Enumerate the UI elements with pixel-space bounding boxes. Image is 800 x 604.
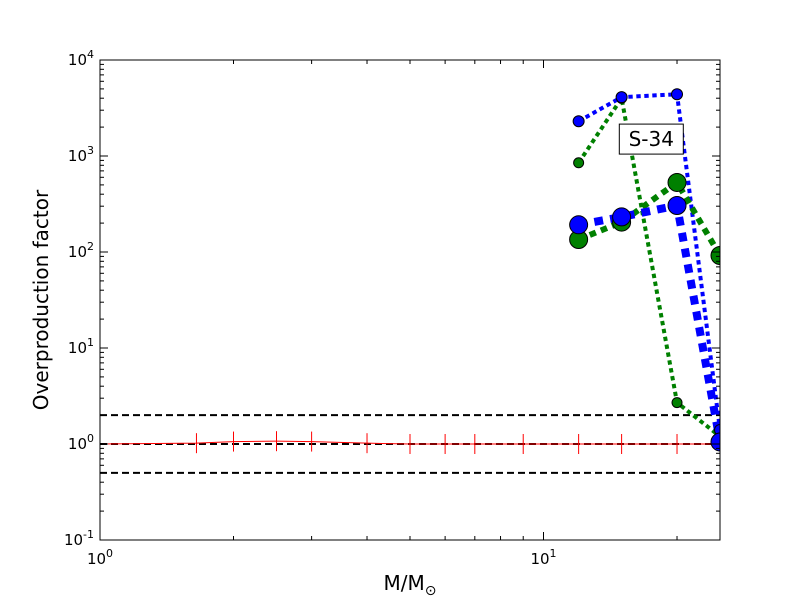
series-line-4 [577, 200, 720, 443]
y-tick-label-exponent: 3 [87, 144, 94, 157]
series-4-point-1 [612, 207, 632, 227]
series-line-2 [577, 92, 720, 431]
y-tick-label-2: 101 [68, 336, 94, 357]
y-tick-label-base: 10 [68, 243, 87, 261]
y-tick-label-base: 10 [68, 339, 87, 357]
series-2-point-0 [572, 115, 585, 128]
series-line-1 [576, 92, 720, 438]
series-4-point-0 [569, 215, 589, 235]
plot-background [100, 60, 720, 540]
x-axis-label-main: M/M [384, 571, 425, 595]
x-axis-label: M/M⊙ [384, 571, 437, 599]
y-tick-label-base: 10 [64, 531, 83, 549]
marker-layer [100, 88, 720, 454]
series-4-point-3 [710, 432, 720, 452]
series-3-point-3 [710, 245, 720, 265]
y-axis-label: Overproduction factor [29, 189, 53, 410]
y-tick-label-exponent: 2 [87, 240, 94, 253]
series-line-3 [577, 178, 720, 258]
series-2-point-1 [615, 91, 628, 104]
x-tick-label-base: 10 [87, 550, 106, 568]
y-tick-label-exponent: -1 [83, 528, 94, 541]
series-layer [100, 92, 720, 445]
y-tick-label-base: 10 [68, 147, 87, 165]
annotation-frame [618, 123, 684, 155]
y-tick-label-0: 10-1 [64, 528, 94, 549]
y-tick-label-exponent: 0 [87, 432, 94, 445]
x-tick-label-base: 10 [530, 550, 549, 568]
y-tick-label-4: 103 [68, 144, 94, 165]
y-tick-label-exponent: 1 [87, 336, 94, 349]
series-2-point-2 [671, 88, 684, 101]
annotation-box: S-34 [618, 123, 684, 155]
series-1-point-0 [573, 157, 585, 169]
x-tick-label-exponent: 0 [106, 547, 113, 560]
x-axis-label-subscript: ⊙ [425, 583, 437, 599]
series-line-0 [100, 440, 720, 445]
y-tick-label-3: 102 [68, 240, 94, 261]
x-tick-label-0: 100 [87, 547, 113, 568]
y-tick-label-base: 10 [68, 435, 87, 453]
y-tick-label-5: 104 [68, 48, 94, 69]
x-tick-label-1: 101 [530, 547, 556, 568]
y-tick-label-base: 10 [68, 51, 87, 69]
series-4-point-2 [667, 196, 687, 216]
annotation-label: S-34 [629, 127, 674, 151]
y-tick-label-1: 100 [68, 432, 94, 453]
series-3-point-2 [667, 172, 687, 192]
series-1-point-2 [671, 397, 683, 409]
x-tick-label-exponent: 1 [550, 547, 557, 560]
y-tick-label-exponent: 4 [87, 48, 94, 61]
